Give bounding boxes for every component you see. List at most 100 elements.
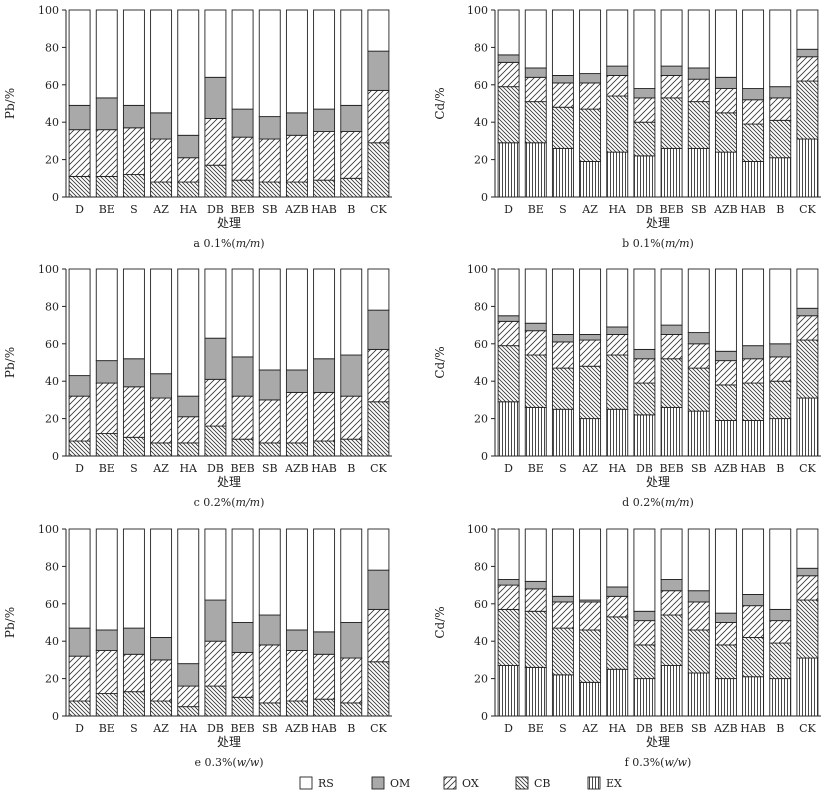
bar-segment-ox-azb (714, 622, 737, 646)
bar-segment-ox-be (95, 129, 118, 177)
bar-segment-rs-ck (367, 268, 390, 311)
x-tick-label: CK (799, 722, 816, 735)
y-tick-label: 20 (474, 413, 488, 426)
x-tick-label: CK (370, 462, 387, 475)
bar-segment-om-az (150, 373, 173, 399)
bar-segment-ex-sb (687, 147, 710, 198)
x-tick-label: HA (608, 462, 627, 475)
bar-segment-cb-be (95, 175, 118, 198)
x-tick-label: BE (528, 203, 544, 216)
x-tick-label: HAB (740, 203, 766, 216)
bar-segment-cb-b (769, 642, 792, 680)
bar-segment-cb-s (551, 367, 574, 410)
y-tick-label: 0 (481, 191, 488, 204)
bar-segment-ox-ha (177, 157, 200, 183)
bar-segment-cb-beb (660, 358, 683, 408)
x-tick-label: B (776, 462, 784, 475)
bar-segment-ox-s (551, 82, 574, 108)
bar-segment-cb-s (122, 174, 145, 198)
bar-segment-rs-azb (285, 528, 308, 631)
bar-segment-rs-azb (714, 268, 737, 352)
bar-segment-om-hab (742, 345, 765, 360)
bar-segment-rs-ck (796, 268, 819, 309)
bar-segment-rs-be (95, 268, 118, 362)
y-tick-label: 100 (467, 263, 488, 276)
bar-segment-ox-sb (687, 601, 710, 631)
bar-segment-cb-ha (606, 95, 629, 153)
panel-caption: e 0.3%(w/w) (194, 756, 263, 769)
legend-swatch-rs (299, 776, 313, 790)
bar-segment-ox-b (340, 657, 363, 704)
bar-segment-ox-db (204, 378, 227, 427)
y-tick-label: 80 (474, 300, 488, 313)
bar-segment-ex-db (633, 678, 656, 717)
bar-segment-om-hab (742, 88, 765, 101)
bar-segment-om-az (579, 334, 602, 341)
bar-segment-ex-azb (714, 678, 737, 717)
x-tick-label: DB (636, 203, 653, 216)
bar-segment-ex-ck (796, 397, 819, 457)
bar-segment-ox-sb (258, 644, 281, 704)
x-tick-label: HAB (740, 722, 766, 735)
bar-segment-cb-db (633, 121, 656, 157)
bar-segment-ox-az (579, 82, 602, 110)
bar-segment-cb-b (340, 177, 363, 198)
bar-segment-rs-ha (177, 268, 200, 397)
bar-segment-rs-s (551, 528, 574, 597)
bar-segment-om-b (769, 608, 792, 622)
x-tick-label: DB (207, 462, 224, 475)
x-tick-label: AZB (284, 203, 309, 216)
x-tick-label: BE (99, 203, 115, 216)
bar-segment-om-sb (687, 332, 710, 345)
bar-segment-ox-sb (687, 343, 710, 369)
legend-label-ox: OX (462, 777, 479, 790)
bar-segment-rs-az (150, 528, 173, 638)
legend-label-om: OM (390, 777, 410, 790)
bar-segment-om-beb (231, 622, 254, 653)
bar-segment-om-s (122, 627, 145, 655)
bar-segment-ox-azb (285, 391, 308, 444)
legend-label-cb: CB (534, 777, 551, 790)
bar-segment-ox-azb (714, 360, 737, 386)
bar-segment-rs-db (633, 9, 656, 89)
x-tick-label: AZB (284, 462, 309, 475)
bar-segment-om-db (633, 348, 656, 360)
bar-segment-ex-d (497, 665, 520, 717)
y-tick-label: 80 (45, 560, 59, 573)
bar-segment-om-hab (742, 594, 765, 607)
bar-segment-om-db (633, 610, 656, 622)
bar-segment-cb-d (68, 440, 91, 457)
x-tick-label: D (504, 722, 513, 735)
bar-segment-om-b (769, 343, 792, 358)
bar-segment-rs-hab (742, 9, 765, 89)
bar-segment-cb-azb (714, 384, 737, 421)
bar-segment-cb-b (769, 119, 792, 159)
bar-segment-cb-be (524, 610, 547, 668)
x-tick-label: BE (99, 462, 115, 475)
y-tick-label: 60 (45, 598, 59, 611)
bar-segment-om-sb (258, 614, 281, 646)
bar-segment-cb-d (68, 700, 91, 717)
x-tick-label: SB (691, 722, 707, 735)
bar-segment-cb-beb (231, 696, 254, 717)
bar-segment-ox-s (122, 127, 145, 176)
x-tick-label: B (347, 203, 355, 216)
bar-segment-rs-hab (313, 268, 336, 360)
bar-segment-ex-beb (660, 147, 683, 198)
y-tick-label: 100 (467, 4, 488, 17)
bar-segment-ex-b (769, 678, 792, 717)
x-tick-label: AZB (713, 722, 738, 735)
bar-segment-ox-sb (258, 399, 281, 444)
bar-segment-om-db (204, 599, 227, 642)
bar-segment-rs-b (340, 528, 363, 623)
x-tick-label: DB (636, 722, 653, 735)
bar-segment-cb-sb (687, 629, 710, 674)
bar-segment-om-ha (177, 134, 200, 159)
bar-segment-om-ck (367, 309, 390, 350)
bar-segment-om-azb (714, 612, 737, 623)
y-tick-label: 40 (45, 375, 59, 388)
y-tick-label: 0 (52, 450, 59, 463)
bar-segment-cb-hab (313, 440, 336, 457)
x-tick-label: BE (528, 722, 544, 735)
